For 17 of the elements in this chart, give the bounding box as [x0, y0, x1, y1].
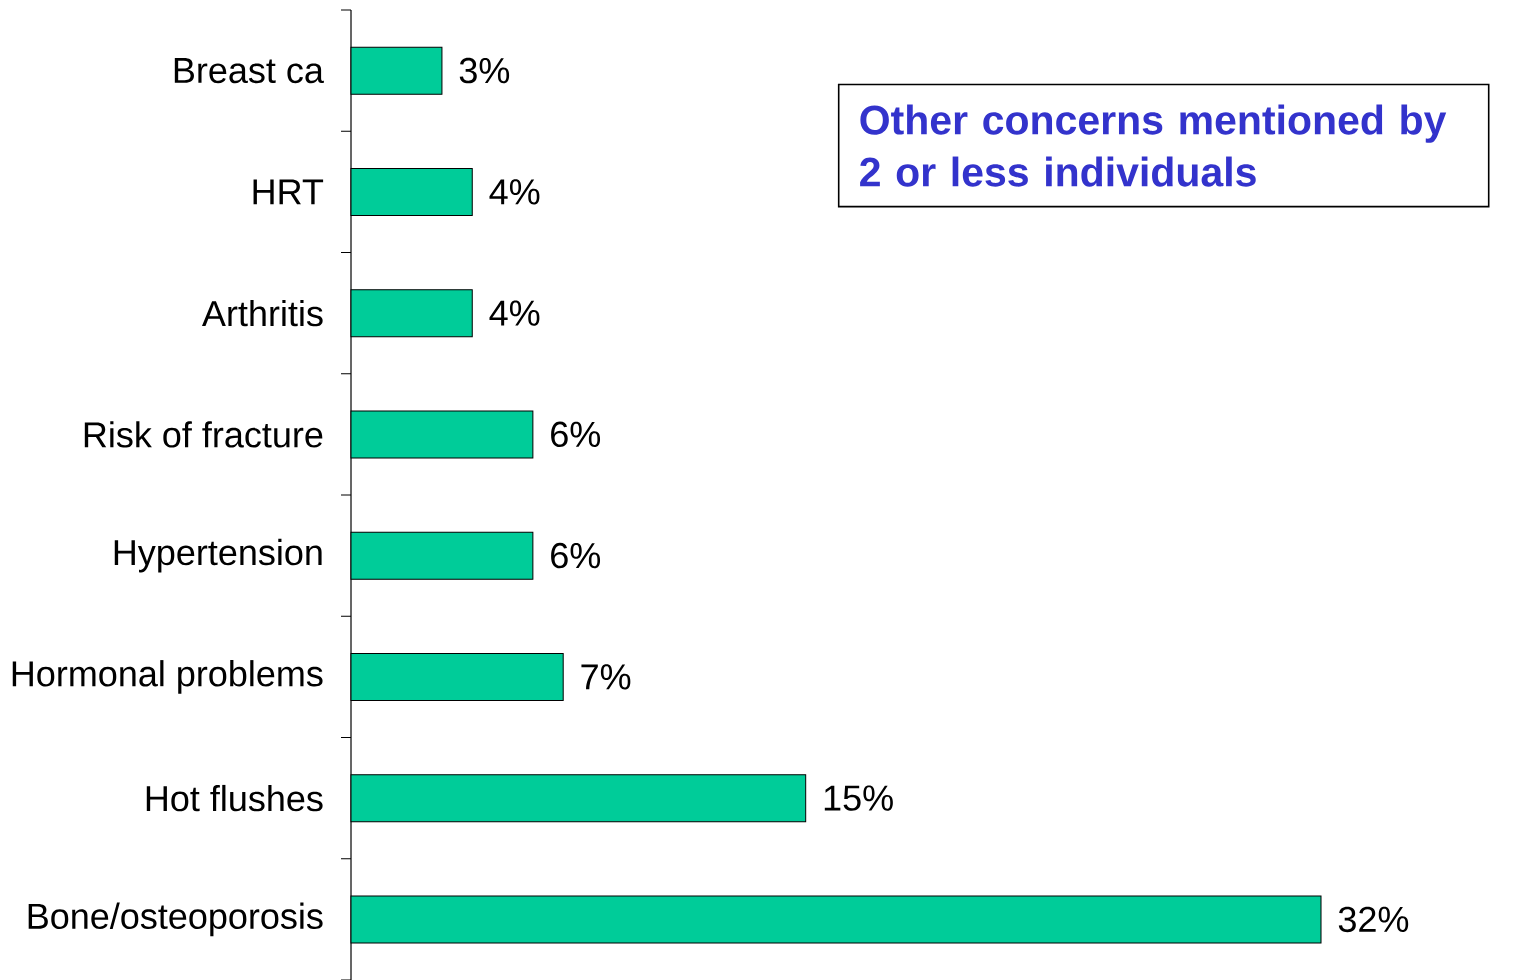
y-tick-label: HRT: [253, 179, 324, 205]
y-tick-label: Arthritis: [201, 299, 323, 327]
y-tick-label: Hormonal problems: [12, 660, 323, 694]
data-label: 32%: [1338, 906, 1409, 933]
y-tick-label: Hypertension: [114, 538, 322, 573]
data-label: 3%: [459, 57, 510, 84]
data-label: 4%: [489, 300, 540, 326]
data-label: 15%: [824, 785, 893, 811]
annotation: Other concerns mentioned by 2 or less individuals: [860, 104, 1447, 187]
data-label: 4%: [489, 179, 540, 205]
y-tick-label: Risk of fracture: [84, 421, 323, 448]
data-label: 6%: [551, 421, 601, 448]
y-tick-label: Breast ca: [174, 58, 324, 84]
y-tick-label: Bone/osteoporosis: [28, 902, 323, 937]
data-label: 6%: [551, 542, 601, 569]
y-tick-label: Hot flushes: [146, 784, 323, 812]
data-label: 7%: [581, 664, 631, 690]
